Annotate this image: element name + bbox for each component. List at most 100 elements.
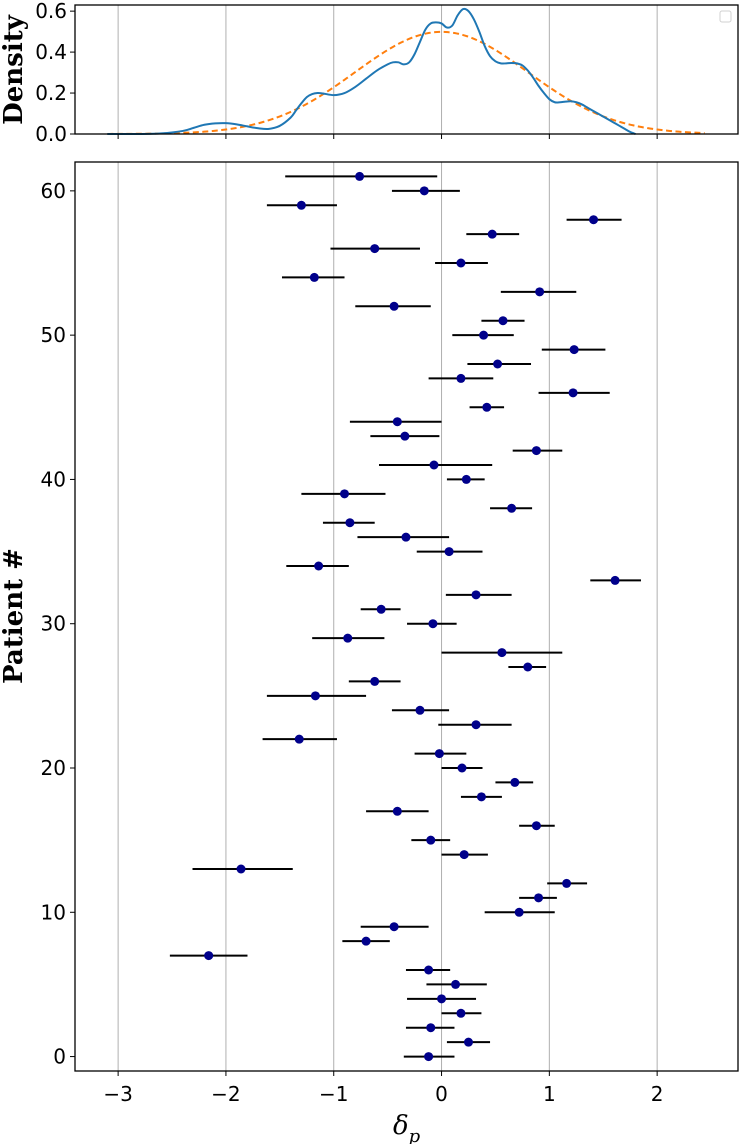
density-y-tick-label: 0.0 — [35, 122, 67, 146]
patient-point — [456, 373, 466, 383]
patient-y-tick-label: 20 — [41, 756, 66, 780]
patient-x-tick-label: −3 — [103, 1082, 132, 1106]
patient-y-label: Patient # — [0, 548, 29, 684]
patient-point — [236, 864, 246, 874]
patient-point — [493, 359, 503, 369]
patient-x-tick-label: −1 — [319, 1082, 348, 1106]
patient-grid — [117, 162, 658, 1071]
patient-point — [456, 258, 466, 268]
patient-point — [507, 503, 517, 513]
patient-points — [204, 171, 620, 1062]
patient-point — [314, 561, 324, 571]
patient-point — [296, 200, 306, 210]
patient-point — [428, 619, 438, 629]
density-y-tick-label: 0.2 — [35, 81, 67, 105]
patient-point — [471, 590, 481, 600]
patient-point — [294, 734, 304, 744]
density-y-label: Density — [0, 14, 29, 125]
patient-point — [355, 171, 365, 181]
density-y-tick-label: 0.4 — [35, 40, 67, 64]
patient-point — [437, 994, 447, 1004]
patient-point — [370, 244, 380, 254]
patient-point — [415, 705, 425, 715]
patient-point — [531, 446, 541, 456]
patient-point — [534, 893, 544, 903]
patient-point — [429, 460, 439, 470]
patient-point — [471, 720, 481, 730]
patient-point — [434, 749, 444, 759]
patient-point — [531, 821, 541, 831]
patient-point — [589, 215, 599, 225]
patient-y-tick-label: 0 — [53, 1045, 66, 1069]
patient-point — [340, 489, 350, 499]
patient-point — [419, 186, 429, 196]
patient-x-ticks: −3 −2 −1 0 1 2 — [103, 1071, 664, 1106]
patient-point — [514, 907, 524, 917]
patient-x-tick-label: 0 — [435, 1082, 448, 1106]
patient-point — [401, 532, 411, 542]
patient-error-bars — [169, 175, 641, 1058]
patient-point — [310, 691, 320, 701]
patient-point — [463, 1037, 473, 1047]
patient-point — [459, 850, 469, 860]
patient-point — [376, 604, 386, 614]
patient-point — [343, 633, 353, 643]
patient-point — [361, 936, 371, 946]
patient-point — [204, 951, 214, 961]
patient-point — [392, 806, 402, 816]
patient-x-tick-label: 2 — [651, 1082, 664, 1106]
patient-point — [444, 547, 454, 557]
patient-point — [457, 763, 467, 773]
patient-y-ticks: 0 10 20 30 40 50 60 — [41, 179, 75, 1069]
patient-point — [426, 835, 436, 845]
patient-point — [497, 648, 507, 658]
patient-point — [498, 316, 508, 326]
patient-point — [424, 1052, 434, 1062]
patient-point — [568, 388, 578, 398]
normal-density-curve — [107, 30, 705, 135]
patient-point — [610, 575, 620, 585]
patient-point — [562, 878, 572, 888]
patient-point — [345, 518, 355, 528]
patient-y-tick-label: 30 — [41, 612, 66, 636]
x-axis-label-main: δ — [393, 1111, 409, 1141]
patient-point — [392, 417, 402, 427]
patient-point — [569, 345, 579, 355]
patient-point — [309, 272, 319, 282]
density-y-tick-label: 0.6 — [35, 0, 67, 23]
x-axis-label-subscript: p — [409, 1126, 421, 1144]
patient-point — [479, 330, 489, 340]
patient-point — [482, 402, 492, 412]
patient-point — [476, 792, 486, 802]
patient-point — [389, 922, 399, 932]
density-y-ticks: 0.0 0.2 0.4 0.6 — [35, 0, 75, 146]
patient-x-tick-label: −2 — [211, 1082, 240, 1106]
patient-y-tick-label: 60 — [41, 179, 66, 203]
empty-legend-box — [719, 10, 732, 23]
density-x-ticks — [117, 134, 658, 139]
patient-point — [424, 965, 434, 975]
patient-x-tick-label: 1 — [543, 1082, 556, 1106]
patient-point — [451, 979, 461, 989]
density-grid — [117, 5, 658, 134]
patient-point — [426, 1023, 436, 1033]
patient-point — [461, 474, 471, 484]
patient-point — [456, 1008, 466, 1018]
x-axis-label: δp — [393, 1111, 421, 1144]
density-plot-frame — [74, 4, 739, 135]
patient-point — [535, 287, 545, 297]
patient-y-tick-label: 50 — [41, 323, 66, 347]
patient-y-tick-label: 10 — [41, 900, 66, 924]
density-curves — [107, 7, 705, 136]
patient-point — [389, 301, 399, 311]
patient-point — [370, 676, 380, 686]
patient-point — [400, 431, 410, 441]
patient-point — [487, 229, 497, 239]
patient-point — [510, 777, 520, 787]
patient-plot-frame — [74, 161, 739, 1072]
patient-panel: 0 10 20 30 40 50 60 −3 −2 −1 0 1 2 Patient # δp — [0, 161, 739, 1144]
patient-y-tick-label: 40 — [41, 467, 66, 491]
density-panel: 0.0 0.2 0.4 0.6 Density — [0, 0, 739, 146]
patient-point — [523, 662, 533, 672]
